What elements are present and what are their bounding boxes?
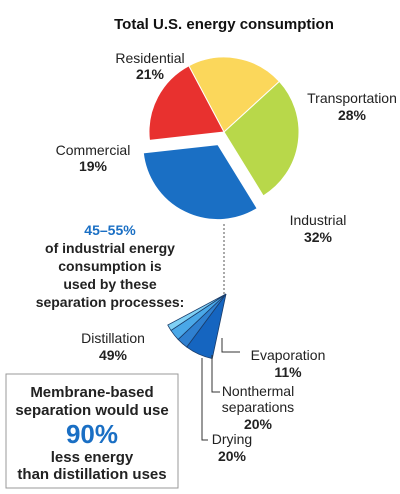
pct-industrial: 32%: [304, 229, 333, 245]
callout-line4: separation processes:: [36, 294, 185, 310]
chart-title: Total U.S. energy consumption: [114, 16, 334, 33]
pct-transportation: 28%: [338, 107, 367, 123]
slice-residential: [188, 56, 281, 133]
leader-evaporation: [221, 338, 240, 353]
leader-nonthermal: [211, 355, 220, 393]
slice-evaporation: [167, 293, 227, 331]
label-residential: Residential: [115, 50, 184, 66]
label-commercial: Commercial: [56, 142, 131, 158]
pct-nonthermal: 20%: [244, 416, 273, 432]
membrane-box: [5, 373, 179, 489]
label-transportation: Transportation: [307, 90, 397, 106]
pct-commercial: 19%: [79, 158, 108, 174]
label-industrial: Industrial: [290, 212, 347, 228]
box-line3: less energy: [51, 449, 134, 466]
callout-line2: consumption is: [58, 258, 162, 274]
callout-line3: used by these: [63, 276, 157, 292]
pct-drying: 20%: [218, 448, 247, 464]
slice-transportation: [223, 80, 300, 197]
callout-range: 45–55%: [84, 222, 136, 238]
pct-residential: 21%: [136, 66, 165, 82]
box-big: 90%: [66, 419, 118, 449]
box-line4: than distillation uses: [17, 466, 166, 483]
label-nonthermal-2: separations: [222, 399, 294, 415]
sub-pie: [167, 293, 227, 360]
pct-distillation: 49%: [99, 347, 128, 363]
box-line2: separation would use: [15, 402, 168, 419]
label-evaporation: Evaporation: [251, 347, 326, 363]
label-nonthermal-1: Nonthermal: [222, 383, 294, 399]
callout-line1: of industrial energy: [45, 240, 175, 256]
box-line1: Membrane-based: [30, 384, 153, 401]
slice-commercial: [148, 65, 225, 141]
slice-industrial: [142, 144, 258, 221]
label-drying: Drying: [212, 431, 252, 447]
main-pie: [142, 56, 300, 221]
label-distillation: Distillation: [81, 330, 145, 346]
pct-evaporation: 11%: [274, 364, 302, 380]
leader-drying: [201, 358, 208, 441]
